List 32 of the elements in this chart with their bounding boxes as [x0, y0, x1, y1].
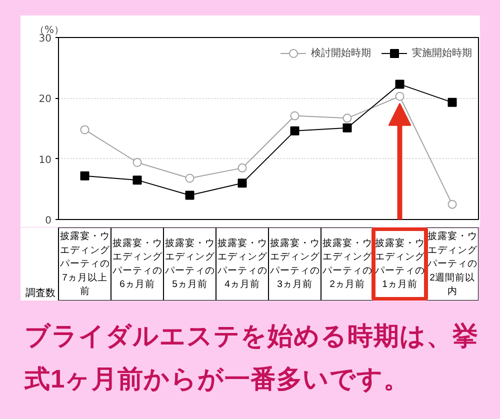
legend-label: 検討開始時期 — [311, 46, 371, 60]
y-tick-label: 10 — [38, 154, 52, 166]
y-tick-label: 0 — [45, 216, 52, 226]
point — [395, 92, 404, 101]
x-tick-label: 披露宴・ウエディングパーティの1ヵ月前 — [374, 236, 426, 290]
text: ブライダルエステを始める時期は、挙式1ヶ月前からが一番多いです。 — [24, 322, 478, 394]
point — [238, 163, 247, 172]
x-tick-label: 披露宴・ウエディングパーティの5ヵ月前 — [164, 236, 216, 290]
point — [185, 190, 194, 200]
x-tick-label: 披露宴・ウエディングパーティの2週間前以内 — [426, 230, 478, 297]
x-tick-label: 披露宴・ウエディングパーティの6ヵ月前 — [111, 236, 164, 290]
point — [132, 158, 142, 167]
x-tick-label: 披露宴・ウエディングパーティの4ヵ月前 — [216, 236, 268, 290]
text: 調査数 — [26, 287, 56, 300]
point — [80, 171, 90, 180]
point — [342, 123, 352, 132]
point — [290, 126, 300, 136]
y-tick-label: 30 — [38, 34, 52, 44]
point — [238, 178, 247, 188]
point — [448, 200, 457, 209]
x-tick-label: 披露宴・ウエディングパーティの2ヵ月前 — [321, 236, 374, 290]
x-tick-label: 披露宴・ウエディングパーティの7ヵ月以上前 — [58, 230, 111, 297]
point — [185, 174, 194, 183]
point — [290, 111, 300, 120]
point — [80, 125, 90, 134]
point — [395, 80, 404, 89]
point — [342, 114, 352, 123]
x-tick-label: 披露宴・ウエディングパーティの3ヵ月前 — [268, 236, 321, 290]
y-tick-label: 20 — [38, 94, 52, 106]
point — [448, 98, 457, 107]
point — [132, 176, 142, 185]
legend-label: 実施開始時期 — [412, 46, 472, 60]
